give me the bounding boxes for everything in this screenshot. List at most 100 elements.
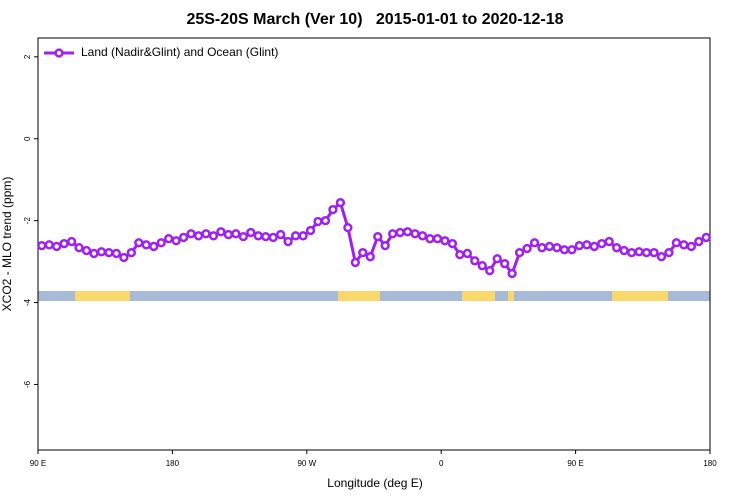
data-point xyxy=(305,225,316,236)
data-point xyxy=(238,231,248,242)
data-point xyxy=(74,243,84,253)
data-point xyxy=(66,236,77,247)
data-point xyxy=(350,257,360,268)
data-point xyxy=(186,229,196,239)
data-point xyxy=(664,247,674,258)
data-point xyxy=(544,241,555,252)
data-point xyxy=(373,231,383,242)
legend-marker xyxy=(54,48,64,58)
data-point xyxy=(402,227,413,237)
data-point xyxy=(164,234,174,244)
data-point xyxy=(567,245,577,255)
data-point xyxy=(522,243,532,254)
data-point xyxy=(37,240,47,251)
data-point xyxy=(425,234,435,244)
x-tick-label: 90 E xyxy=(30,459,46,468)
data-point xyxy=(156,238,166,248)
data-point xyxy=(193,231,204,241)
data-point xyxy=(485,265,495,276)
y-axis-title: XCO2 - MLO trend (ppm) xyxy=(0,177,14,312)
data-point xyxy=(619,245,629,256)
y-tick-label: -4 xyxy=(23,298,32,306)
data-point xyxy=(641,247,652,258)
data-point xyxy=(447,238,458,249)
y-tick-label: -2 xyxy=(23,217,32,225)
data-point xyxy=(59,238,69,249)
data-point xyxy=(119,252,129,263)
data-point xyxy=(365,252,375,262)
data-point xyxy=(671,238,682,248)
data-point xyxy=(462,248,472,259)
data-point xyxy=(388,229,398,239)
data-point xyxy=(171,236,181,246)
data-point xyxy=(298,231,308,241)
y-tick-label: -6 xyxy=(23,380,32,388)
data-point xyxy=(253,231,263,241)
data-point xyxy=(89,248,99,259)
land-strip xyxy=(338,291,380,301)
data-point xyxy=(455,249,465,260)
data-point xyxy=(201,229,211,239)
data-point xyxy=(552,243,562,253)
data-point xyxy=(358,247,368,258)
land-strip xyxy=(612,291,668,301)
data-point xyxy=(432,234,443,244)
x-tick-label: 90 W xyxy=(297,459,316,468)
y-tick-label: 0 xyxy=(23,136,32,141)
data-point xyxy=(313,216,323,227)
data-point xyxy=(582,240,592,250)
data-point xyxy=(679,240,689,250)
data-point xyxy=(612,243,622,253)
data-point xyxy=(81,245,92,256)
chart-title: 25S-20S March (Ver 10) 2015-01-01 to 202… xyxy=(186,11,563,28)
data-point xyxy=(417,231,428,241)
data-point xyxy=(529,238,540,248)
data-point xyxy=(335,197,346,208)
data-point xyxy=(216,227,226,237)
data-point xyxy=(686,241,696,252)
data-point xyxy=(395,227,405,238)
data-point xyxy=(320,216,331,226)
data-point xyxy=(537,243,547,253)
data-point xyxy=(268,232,278,243)
data-point xyxy=(328,204,338,215)
data-point xyxy=(283,236,293,247)
data-point xyxy=(246,227,256,238)
data-point xyxy=(141,240,151,250)
data-point xyxy=(96,247,107,257)
data-point xyxy=(440,236,450,246)
data-point xyxy=(134,238,144,248)
land-ocean-band xyxy=(38,291,710,301)
x-tick-label: 180 xyxy=(166,459,180,468)
data-point xyxy=(500,259,510,269)
x-axis-title: Longitude (deg E) xyxy=(327,476,422,490)
data-point xyxy=(178,232,189,243)
data-point xyxy=(343,222,353,233)
data-point xyxy=(559,245,570,255)
data-point xyxy=(470,256,480,266)
data-point xyxy=(589,241,599,252)
data-point xyxy=(477,261,487,271)
data-point xyxy=(111,248,122,259)
data-point xyxy=(52,241,62,252)
data-point xyxy=(514,247,525,258)
data-point xyxy=(44,240,54,250)
data-point xyxy=(649,247,659,258)
land-strip xyxy=(462,291,495,301)
data-point xyxy=(126,247,136,258)
data-point xyxy=(380,240,390,251)
data-point xyxy=(656,252,667,262)
data-point xyxy=(492,254,502,264)
data-point xyxy=(231,229,241,239)
data-point xyxy=(597,238,607,249)
x-tick-label: 0 xyxy=(439,459,444,468)
data-point xyxy=(604,236,614,247)
data-point xyxy=(410,229,420,239)
y-tick-label: 2 xyxy=(23,54,32,59)
data-point xyxy=(694,236,704,247)
x-tick-label: 90 E xyxy=(567,459,583,468)
data-point xyxy=(507,268,517,279)
data-point xyxy=(149,241,159,252)
data-point xyxy=(701,232,711,243)
